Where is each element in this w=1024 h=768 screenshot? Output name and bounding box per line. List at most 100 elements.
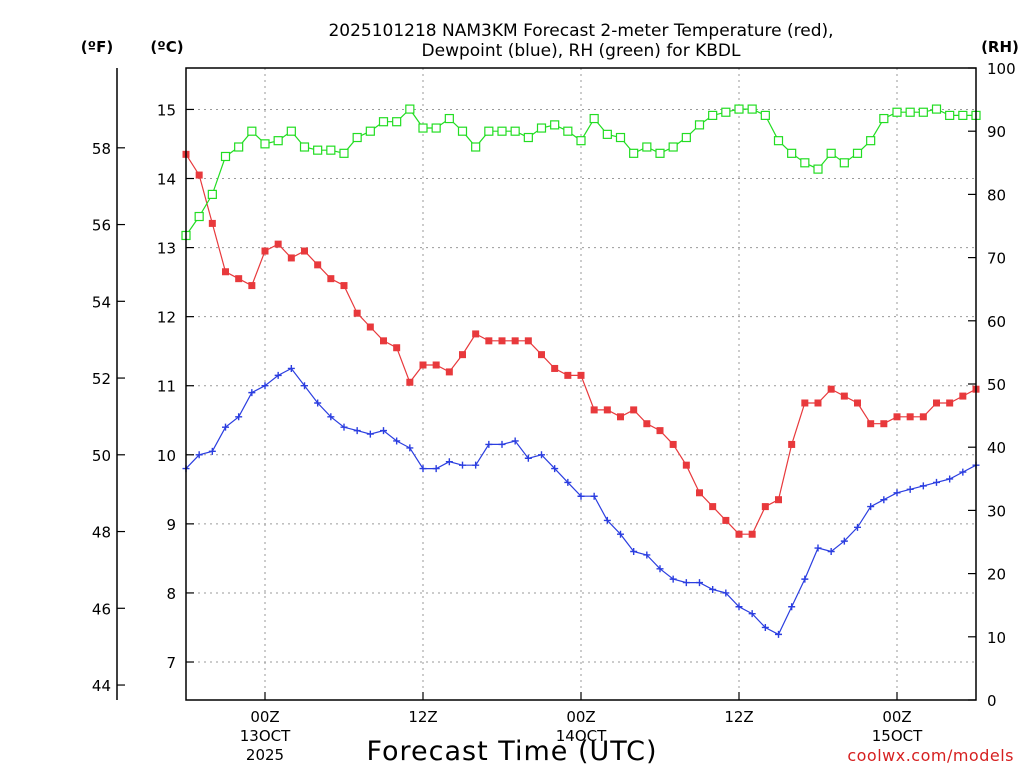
- rh-point: [444, 113, 454, 124]
- rh-point: [392, 117, 402, 127]
- rh-point: [642, 142, 652, 152]
- 2-meter-temperature-point: [248, 282, 256, 290]
- rh-point: [879, 113, 889, 124]
- fahrenheit-tick-label: 56: [92, 217, 111, 235]
- dewpoint-point: [314, 399, 322, 407]
- rh-point: [563, 126, 573, 136]
- 2-meter-temperature-point: [538, 351, 545, 359]
- 2-meter-temperature-point: [287, 254, 295, 262]
- rh-point: [708, 110, 718, 121]
- 2-meter-temperature-point: [735, 530, 743, 538]
- 2-meter-temperature-point: [775, 496, 782, 504]
- rh-point: [326, 145, 336, 155]
- fahrenheit-unit-label: (ºF): [81, 38, 113, 56]
- 2-meter-temperature-point: [801, 399, 809, 407]
- dewpoint-point: [380, 427, 387, 435]
- dewpoint-point: [195, 451, 203, 459]
- rh-point: [721, 107, 731, 117]
- celsius-tick-label: 9: [166, 516, 176, 534]
- 2-meter-temperature-point: [827, 385, 835, 393]
- rh-point: [378, 117, 389, 127]
- rh-point: [866, 136, 876, 146]
- dewpoint-point: [617, 530, 624, 538]
- rh-point: [431, 123, 441, 133]
- dewpoint-point: [801, 575, 809, 583]
- rh-tick-label: 10: [987, 629, 1006, 647]
- dewpoint-point: [682, 579, 690, 587]
- rh-point: [497, 126, 507, 136]
- 2-meter-temperature-point: [195, 171, 203, 179]
- dewpoint-point: [524, 454, 532, 462]
- x-tick-date: 15OCT: [872, 727, 923, 745]
- x-tick-date: 13OCT: [240, 727, 291, 745]
- chart-title-line2: Dewpoint (blue), RH (green) for KBDL: [422, 41, 741, 61]
- rh-point: [747, 104, 757, 114]
- rh-point: [576, 136, 586, 146]
- x-tick-date: 14OCT: [556, 727, 607, 745]
- 2-meter-temperature-point: [459, 351, 466, 359]
- 2-meter-temperature-point: [959, 392, 967, 400]
- rh-tick-label: 70: [987, 250, 1006, 268]
- 2-meter-temperature-point: [564, 371, 572, 379]
- dewpoint-point: [946, 475, 954, 483]
- 2-meter-temperature-point: [472, 330, 480, 338]
- dewpoint-point: [827, 547, 835, 555]
- rh-point: [273, 136, 283, 146]
- 2-meter-temperature-point: [301, 247, 308, 255]
- 2-meter-temperature-point: [722, 516, 730, 524]
- fahrenheit-tick-label: 44: [92, 677, 111, 695]
- rh-point: [734, 104, 744, 114]
- rh-point: [418, 123, 428, 133]
- dewpoint-point: [327, 413, 335, 421]
- rh-point: [787, 148, 797, 158]
- series-layer: [181, 104, 981, 638]
- dewpoint-point: [485, 440, 493, 448]
- rh-point: [313, 145, 323, 155]
- 2-meter-temperature-point: [577, 371, 585, 379]
- rh-point: [247, 126, 257, 136]
- dewpoint-point: [696, 579, 703, 587]
- rh-point: [220, 151, 231, 162]
- dewpoint-point: [919, 482, 927, 490]
- 2-meter-temperature-point: [406, 378, 414, 386]
- celsius-tick-label: 12: [157, 309, 176, 327]
- rh-point: [234, 142, 244, 152]
- 2-meter-temperature-point: [208, 219, 216, 227]
- dewpoint-point: [432, 465, 440, 473]
- 2-meter-temperature-point: [854, 399, 861, 407]
- x-axis-label: Forecast Time (UTC): [366, 736, 657, 767]
- dewpoint-point: [406, 444, 414, 452]
- 2-meter-temperature-point: [893, 413, 901, 421]
- 2-meter-temperature-point: [933, 399, 940, 407]
- fahrenheit-tick-label: 50: [92, 447, 111, 465]
- 2-meter-temperature-point: [630, 406, 638, 414]
- rh-point: [615, 132, 626, 143]
- celsius-tick-label: 11: [157, 378, 176, 396]
- 2-meter-temperature-point: [366, 323, 374, 331]
- rh-point: [536, 123, 547, 133]
- rh-tick-label: 80: [987, 186, 1006, 204]
- dewpoint-point: [208, 447, 216, 455]
- dewpoint-point: [472, 461, 480, 469]
- rh-tick-label: 40: [987, 439, 1006, 457]
- celsius-tick-label: 15: [157, 101, 176, 119]
- 2-meter-temperature-point: [524, 337, 532, 345]
- celsius-unit-label: (ºC): [150, 38, 183, 56]
- 2-meter-temperature-point: [709, 503, 717, 511]
- dewpoint-point: [393, 437, 401, 445]
- dewpoint-point: [669, 575, 677, 583]
- 2-meter-temperature-point: [222, 268, 229, 276]
- chart-title-line1: 2025101218 NAM3KM Forecast 2-meter Tempe…: [328, 21, 833, 41]
- rh-point: [681, 132, 691, 143]
- rh-point: [826, 148, 836, 158]
- dewpoint-point: [722, 589, 730, 597]
- dewpoint-point: [511, 437, 519, 445]
- rh-point: [852, 148, 863, 158]
- dewpoint-point: [287, 364, 295, 372]
- 2-meter-temperature-point: [696, 489, 703, 497]
- celsius-tick-label: 10: [157, 447, 176, 465]
- celsius-tick-label: 13: [157, 240, 176, 258]
- rh-tick-label: 50: [987, 376, 1006, 394]
- dewpoint-point: [959, 468, 967, 476]
- dewpoint-point: [906, 485, 914, 493]
